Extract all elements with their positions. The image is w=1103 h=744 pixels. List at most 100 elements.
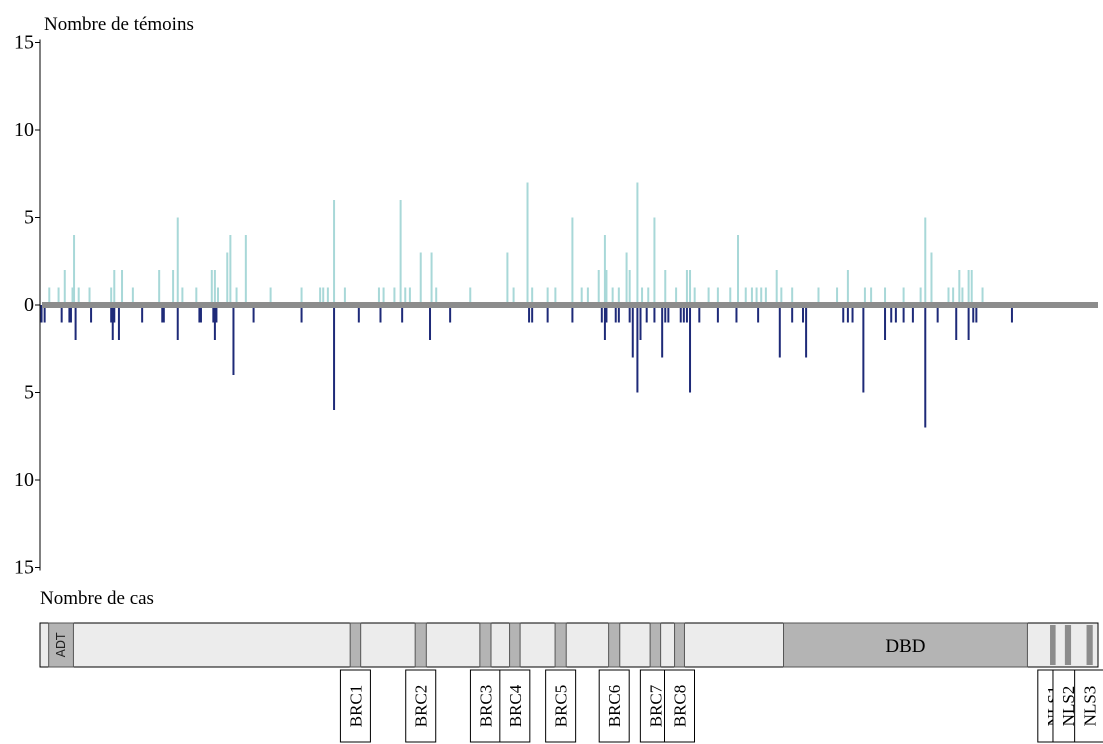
control-bar <box>775 270 778 305</box>
case-bar <box>661 305 664 358</box>
control-bar <box>63 270 66 305</box>
control-bar <box>419 252 422 305</box>
case-bar <box>911 305 914 323</box>
control-bar <box>970 270 973 305</box>
control-bar <box>930 252 933 305</box>
case-bar <box>531 305 534 323</box>
case-bar <box>141 305 144 323</box>
y-tick-label: 15 <box>14 557 34 579</box>
case-bar <box>68 305 71 323</box>
control-bar <box>653 217 656 305</box>
control-bar <box>603 235 606 305</box>
control-bar <box>382 287 385 305</box>
control-bar <box>343 287 346 305</box>
control-bar <box>113 270 116 305</box>
control-bar <box>469 287 472 305</box>
case-bar <box>851 305 854 323</box>
control-bar <box>181 287 184 305</box>
case-bar <box>645 305 648 323</box>
case-bar <box>682 305 685 323</box>
callout-label: NLS2 <box>1059 686 1078 727</box>
control-bar <box>216 287 219 305</box>
domain-dbd: DBD <box>783 622 1028 668</box>
domain-label: DBD <box>885 636 925 657</box>
control-bar <box>791 287 794 305</box>
case-bar <box>43 305 46 323</box>
control-bar <box>172 270 175 305</box>
control-bar <box>229 235 232 305</box>
callout-label: BRC8 <box>671 685 690 728</box>
control-bar <box>300 287 303 305</box>
callout-label: BRC1 <box>346 685 365 728</box>
control-bar <box>641 287 644 305</box>
control-bar <box>744 287 747 305</box>
case-bars <box>40 305 1013 428</box>
control-bar <box>750 287 753 305</box>
control-bar <box>435 287 438 305</box>
control-bar <box>664 270 667 305</box>
domain-box <box>509 622 521 668</box>
case-bar <box>176 305 179 340</box>
case-bar <box>617 305 620 323</box>
case-bar <box>162 305 165 323</box>
domain-brc7: BRC7 <box>639 622 671 743</box>
control-bar <box>48 287 51 305</box>
case-bar <box>113 305 116 323</box>
zero-band <box>42 302 1098 308</box>
control-bar <box>213 270 216 305</box>
case-bar <box>198 305 201 323</box>
domain-box <box>554 622 567 668</box>
control-bar <box>617 287 620 305</box>
case-bar <box>600 305 603 323</box>
control-bar <box>628 270 631 305</box>
callout-label: BRC6 <box>605 685 624 728</box>
case-bar <box>212 305 215 323</box>
case-bar <box>603 305 606 340</box>
case-bar <box>110 305 113 323</box>
control-bar <box>961 287 964 305</box>
case-bar <box>60 305 63 323</box>
control-bar <box>195 287 198 305</box>
case-bar <box>300 305 303 323</box>
control-bar <box>88 287 91 305</box>
control-bar <box>685 270 688 305</box>
domain-box <box>479 622 492 668</box>
control-bar <box>760 287 763 305</box>
control-bar <box>919 287 922 305</box>
control-bar <box>399 200 402 305</box>
control-bar <box>625 252 628 305</box>
callout-label: BRC5 <box>552 685 571 728</box>
control-bar <box>512 287 515 305</box>
domain-brc4: BRC4 <box>499 622 531 743</box>
control-bar <box>817 287 820 305</box>
callout-label: BRC4 <box>506 684 525 727</box>
control-bar <box>716 287 719 305</box>
callout-label: BRC7 <box>646 684 665 727</box>
cases-axis-label: Nombre de cas <box>40 588 154 609</box>
control-bar <box>176 217 179 305</box>
control-bar <box>333 200 336 305</box>
y-tick-label: 10 <box>14 469 34 491</box>
control-bar <box>636 182 639 305</box>
control-bar <box>981 287 984 305</box>
case-bar <box>778 305 781 358</box>
control-bar <box>863 287 866 305</box>
case-bar <box>639 305 642 340</box>
control-bar <box>586 287 589 305</box>
control-bars <box>48 182 984 305</box>
callout-box <box>469 669 501 743</box>
case-bar <box>614 305 617 323</box>
control-bar <box>554 287 557 305</box>
domain-label: ADT <box>54 632 68 657</box>
case-bar <box>379 305 382 323</box>
callout-label: BRC2 <box>412 685 431 728</box>
case-bar <box>716 305 719 323</box>
case-bar <box>117 305 120 340</box>
control-bar <box>693 287 696 305</box>
case-bar <box>40 305 43 323</box>
domain-box <box>414 622 427 668</box>
control-bar <box>737 235 740 305</box>
protein-map: ADT BRC1 BRC2 BRC3 BRC4 BRC5 BRC6 BRC7 BRC8 DBD NL… <box>39 622 1103 743</box>
case-bar <box>667 305 670 323</box>
case-bar <box>546 305 549 323</box>
